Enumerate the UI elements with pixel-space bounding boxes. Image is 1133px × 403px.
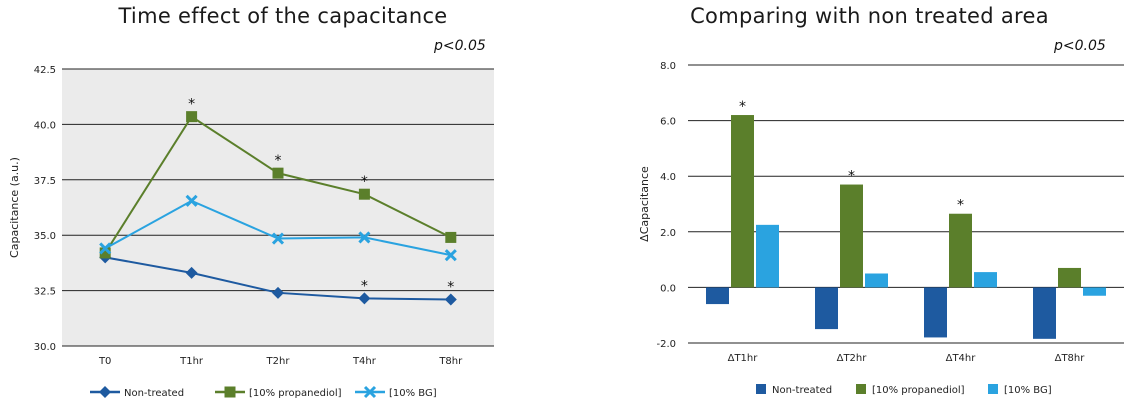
y-tick-label: 42.5	[34, 65, 56, 76]
y-tick-label: 2.0	[660, 228, 676, 239]
point-marker-square	[445, 231, 457, 243]
significance-asterisk: *	[361, 278, 368, 294]
significance-asterisk: *	[188, 97, 195, 113]
point-marker-diamond	[99, 386, 111, 398]
bar	[865, 273, 888, 288]
point-marker-diamond	[185, 266, 198, 279]
legend-label: [10% propanediol]	[872, 385, 965, 396]
capacitance-line-chart-panel: Time effect of the capacitance p<0.05 30…	[0, 0, 566, 403]
y-tick-label: 35.0	[34, 231, 56, 242]
point-marker-square	[99, 247, 111, 259]
bar	[924, 287, 947, 338]
bar	[706, 287, 729, 305]
bar	[815, 287, 838, 330]
legend-swatch	[988, 384, 998, 394]
bar	[840, 184, 863, 288]
chart-title: Time effect of the capacitance	[118, 4, 448, 28]
x-tick-label: ΔT8hr	[1055, 353, 1086, 364]
significance-asterisk: *	[957, 198, 964, 214]
x-tick-label: T0	[98, 356, 111, 367]
bar-chart-svg: -2.0 0.0 2.0 4.0 6.0 8.0 ΔT1hr ΔT2hr ΔT4hr ΔT8hr Δ…	[638, 61, 1124, 396]
bar	[974, 272, 997, 288]
y-tick-label: 37.5	[34, 176, 56, 187]
x-tick-label: ΔT1hr	[728, 353, 759, 364]
significance-note: p<0.05	[1054, 38, 1106, 54]
y-axis-label: Capacitance (a.u.)	[8, 157, 21, 258]
x-tick-label: T8hr	[438, 356, 463, 367]
significance-asterisk: *	[361, 174, 368, 190]
significance-text: p<0.05	[434, 38, 486, 54]
x-tick-label: ΔT2hr	[837, 353, 868, 364]
point-marker-square	[358, 188, 370, 200]
point-marker-x	[99, 242, 112, 255]
bar	[756, 224, 779, 288]
x-tick-label: T2hr	[266, 356, 291, 367]
point-marker-square	[272, 167, 284, 179]
point-marker-diamond	[444, 293, 457, 306]
legend-swatch	[856, 384, 866, 394]
significance-asterisk: *	[275, 153, 282, 169]
legend-label: Non-treated	[772, 385, 832, 396]
bar	[731, 115, 754, 288]
y-axis-label: ΔCapacitance	[638, 166, 651, 242]
point-marker-square	[186, 111, 198, 123]
bar	[1058, 267, 1081, 288]
point-marker-diamond	[358, 292, 371, 305]
y-tick-label: 8.0	[660, 61, 676, 72]
chart-title: Comparing with non treated area	[690, 4, 1049, 28]
legend-label: Non-treated	[124, 388, 184, 399]
bar	[1083, 287, 1106, 296]
legend-label: [10% BG]	[1004, 385, 1052, 396]
y-tick-label: 32.5	[34, 287, 56, 298]
y-tick-label: -2.0	[656, 339, 676, 350]
x-tick-label: ΔT4hr	[946, 353, 977, 364]
x-tick-label: T1hr	[179, 356, 204, 367]
legend-label: [10% propanediol]	[249, 388, 342, 399]
legend-label: [10% BG]	[389, 388, 437, 399]
point-marker-x	[185, 194, 198, 207]
significance-text: p<0.05	[1054, 38, 1106, 54]
y-tick-label: 30.0	[34, 342, 56, 353]
x-tick-label: T4hr	[352, 356, 377, 367]
point-marker-x	[358, 231, 371, 244]
legend-swatch	[756, 384, 766, 394]
y-tick-label: 4.0	[660, 172, 676, 183]
bar	[1033, 287, 1056, 339]
bar	[949, 213, 972, 288]
y-tick-label: 40.0	[34, 120, 56, 131]
y-tick-label: 0.0	[660, 283, 676, 294]
point-marker-diamond	[272, 286, 284, 299]
delta-capacitance-bar-chart-panel: Comparing with non treated area p<0.05 -…	[566, 0, 1133, 403]
point-marker-x	[444, 249, 457, 262]
point-marker-square	[224, 386, 236, 398]
significance-asterisk: *	[848, 169, 855, 185]
y-tick-label: 6.0	[660, 117, 676, 128]
significance-note: p<0.05	[434, 38, 486, 54]
line-chart-svg: 30.0 32.5 35.0 37.5 40.0 42.5 T0 T1hr T2hr T4hr T8…	[8, 65, 494, 399]
significance-asterisk: *	[739, 99, 746, 115]
significance-asterisk: *	[447, 279, 454, 295]
point-marker-x	[363, 385, 377, 399]
plot-background	[62, 69, 494, 346]
point-marker-x	[271, 232, 285, 245]
